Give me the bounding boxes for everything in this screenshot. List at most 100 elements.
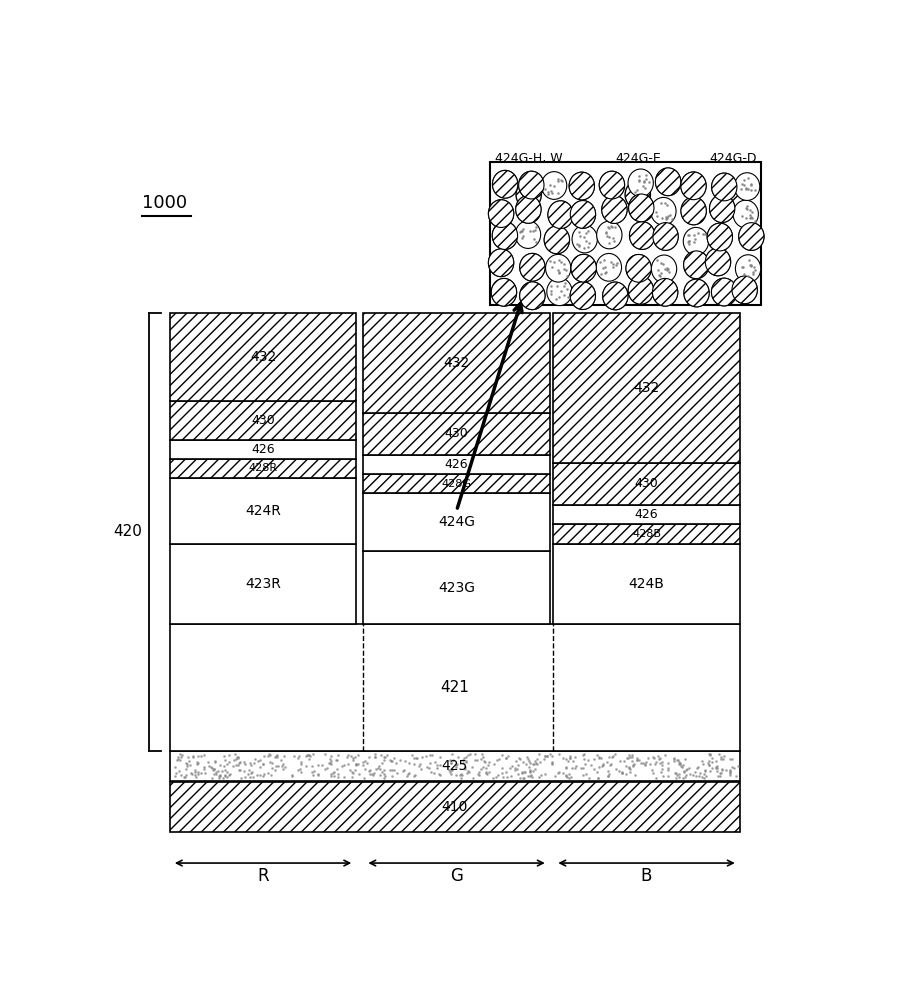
Point <box>257 748 271 764</box>
Point <box>646 765 661 781</box>
Point <box>501 748 516 764</box>
Point <box>576 760 590 776</box>
Point <box>429 760 444 776</box>
Point <box>241 766 255 782</box>
Bar <box>363 551 550 624</box>
Circle shape <box>516 181 541 209</box>
Point <box>661 762 676 778</box>
Point <box>318 761 332 777</box>
Point <box>521 751 536 767</box>
Point <box>468 752 482 768</box>
Point <box>180 756 194 772</box>
Point <box>377 762 391 778</box>
Point <box>244 757 259 773</box>
Point <box>479 760 493 776</box>
Point <box>410 750 425 766</box>
Circle shape <box>491 278 517 306</box>
Point <box>205 770 220 786</box>
Point <box>604 254 618 270</box>
Point <box>681 234 696 250</box>
Point <box>611 763 626 779</box>
Point <box>543 177 558 193</box>
Point <box>231 749 245 765</box>
Circle shape <box>681 172 706 200</box>
Point <box>465 770 479 786</box>
Point <box>697 226 712 242</box>
Point <box>261 765 275 781</box>
Point <box>607 233 622 249</box>
Point <box>508 753 523 769</box>
Bar <box>170 782 740 832</box>
Bar <box>553 505 740 524</box>
Point <box>606 219 620 235</box>
Point <box>641 750 656 766</box>
Point <box>623 749 637 765</box>
Point <box>562 770 577 786</box>
Point <box>666 753 681 769</box>
Point <box>368 746 382 762</box>
Point <box>551 765 566 781</box>
Point <box>649 208 664 224</box>
Point <box>458 759 472 775</box>
Point <box>229 751 243 767</box>
Point <box>745 204 759 220</box>
Circle shape <box>653 278 677 306</box>
Point <box>558 760 573 776</box>
Point <box>676 763 691 779</box>
Point <box>449 756 464 772</box>
Bar <box>553 544 740 624</box>
Point <box>265 755 280 771</box>
Point <box>627 767 642 783</box>
Point <box>743 207 757 223</box>
Circle shape <box>656 168 681 196</box>
Point <box>268 762 282 778</box>
Point <box>682 227 696 243</box>
Point <box>330 761 344 777</box>
Point <box>696 226 710 242</box>
Point <box>528 755 543 771</box>
Point <box>650 252 665 268</box>
Point <box>656 256 671 272</box>
Point <box>550 173 565 189</box>
Point <box>550 262 565 278</box>
Point <box>342 762 357 778</box>
Point <box>182 753 196 769</box>
Point <box>503 768 518 784</box>
Point <box>232 755 246 771</box>
Point <box>709 759 724 775</box>
Point <box>676 770 691 786</box>
Circle shape <box>570 282 596 309</box>
Point <box>608 219 623 235</box>
Point <box>710 758 725 774</box>
Point <box>479 764 493 780</box>
Point <box>209 764 223 780</box>
Point <box>323 748 338 764</box>
Point <box>193 748 208 764</box>
Point <box>169 765 183 781</box>
Point <box>562 750 577 766</box>
Point <box>513 751 528 767</box>
Point <box>191 756 205 772</box>
Point <box>696 766 711 782</box>
Point <box>471 764 486 780</box>
Point <box>554 254 568 270</box>
Point <box>389 755 403 771</box>
Circle shape <box>570 201 596 228</box>
Point <box>695 769 709 785</box>
Point <box>637 756 652 772</box>
Text: B: B <box>641 867 652 885</box>
Point <box>301 747 316 763</box>
Point <box>576 767 590 783</box>
Point <box>349 756 363 772</box>
Point <box>661 760 676 776</box>
Circle shape <box>706 248 731 276</box>
Point <box>171 751 185 767</box>
Point <box>499 750 514 766</box>
Circle shape <box>570 282 596 309</box>
Point <box>202 758 216 774</box>
Point <box>372 761 387 777</box>
Point <box>387 762 401 778</box>
Circle shape <box>491 278 517 306</box>
Point <box>508 760 522 776</box>
Point <box>271 747 285 763</box>
